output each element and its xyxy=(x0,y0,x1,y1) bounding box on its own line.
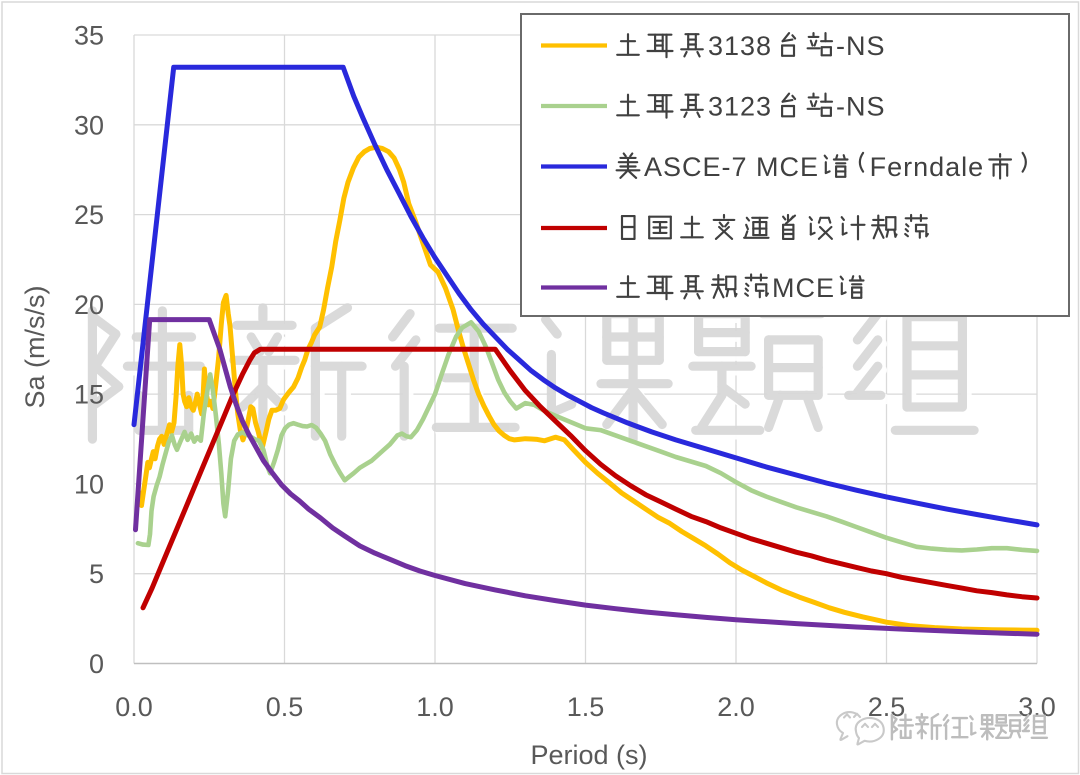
svg-text:20: 20 xyxy=(74,290,104,320)
svg-text:Ferndale: Ferndale xyxy=(870,152,985,182)
svg-text:ASCE-7 MCE: ASCE-7 MCE xyxy=(644,152,819,182)
svg-text:30: 30 xyxy=(74,110,104,140)
svg-text:3138: 3138 xyxy=(708,31,772,61)
svg-text:25: 25 xyxy=(74,200,104,230)
svg-text:0.0: 0.0 xyxy=(115,692,153,722)
svg-text:2.5: 2.5 xyxy=(868,692,906,722)
svg-text:Period (s): Period (s) xyxy=(530,740,647,770)
svg-text:35: 35 xyxy=(74,21,104,51)
svg-text:1.5: 1.5 xyxy=(567,692,605,722)
svg-text:15: 15 xyxy=(74,380,104,410)
svg-text:Sa (m/s/s): Sa (m/s/s) xyxy=(20,285,50,408)
svg-text:10: 10 xyxy=(74,469,104,499)
svg-text:MCE: MCE xyxy=(772,273,835,303)
svg-text:5: 5 xyxy=(89,559,104,589)
svg-text:-NS: -NS xyxy=(836,31,886,61)
svg-text:-NS: -NS xyxy=(836,91,886,121)
svg-text:1.0: 1.0 xyxy=(416,692,454,722)
svg-text:0: 0 xyxy=(89,649,104,679)
svg-text:3123: 3123 xyxy=(708,91,772,121)
svg-text:2.0: 2.0 xyxy=(717,692,755,722)
svg-text:0.5: 0.5 xyxy=(266,692,304,722)
